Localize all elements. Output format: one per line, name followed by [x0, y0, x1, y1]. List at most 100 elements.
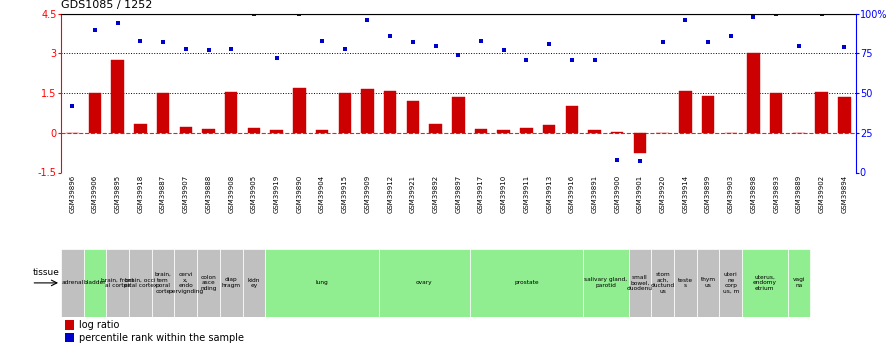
Text: brain, front
al cortex: brain, front al cortex [101, 277, 134, 288]
Text: GSM39909: GSM39909 [365, 175, 370, 213]
Text: GSM39892: GSM39892 [433, 175, 439, 213]
Text: GSM39904: GSM39904 [319, 175, 325, 213]
Text: GDS1085 / 1252: GDS1085 / 1252 [61, 0, 152, 10]
Text: brain, occi
pital cortex: brain, occi pital cortex [124, 277, 157, 288]
Bar [407, 100, 419, 133]
Text: GSM39902: GSM39902 [819, 175, 824, 213]
Point [746, 14, 761, 20]
Bar [475, 129, 487, 133]
Bar [651, 249, 674, 317]
Text: uterus,
endomy
etrium: uterus, endomy etrium [753, 275, 777, 291]
Text: GSM39915: GSM39915 [341, 175, 348, 213]
Bar [719, 249, 742, 317]
Bar [379, 249, 470, 317]
Text: GSM39899: GSM39899 [705, 175, 711, 213]
Point [474, 38, 488, 43]
Bar [61, 249, 83, 317]
Bar [151, 249, 175, 317]
Bar [111, 60, 124, 133]
Text: GSM39896: GSM39896 [69, 175, 75, 213]
Bar [565, 106, 578, 133]
Text: brain,
tem
poral
corte: brain, tem poral corte [155, 272, 171, 294]
Point [178, 46, 193, 51]
Point [428, 43, 443, 48]
Point [292, 11, 306, 17]
Text: vagi
na: vagi na [793, 277, 806, 288]
Text: teste
s: teste s [677, 277, 693, 288]
Point [360, 17, 375, 23]
Text: GSM39919: GSM39919 [273, 175, 280, 213]
Point [542, 41, 556, 47]
Point [564, 57, 579, 62]
Text: GSM39913: GSM39913 [547, 175, 552, 213]
Bar [742, 249, 788, 317]
Text: GSM39889: GSM39889 [796, 175, 802, 213]
Bar [674, 249, 697, 317]
Text: log ratio: log ratio [79, 320, 119, 330]
Bar [429, 124, 442, 133]
Text: GSM39898: GSM39898 [751, 175, 756, 213]
Text: bladder: bladder [83, 280, 107, 285]
Point [769, 11, 783, 17]
Bar [629, 249, 651, 317]
Bar [220, 249, 243, 317]
Bar [815, 92, 828, 133]
Bar [243, 249, 265, 317]
Text: colon
asce
nding: colon asce nding [201, 275, 217, 291]
Text: GSM39906: GSM39906 [92, 175, 98, 213]
Text: kidn
ey: kidn ey [248, 277, 260, 288]
Text: stom
ach,
ductund
us: stom ach, ductund us [650, 272, 675, 294]
Bar [179, 127, 192, 133]
Text: lung: lung [315, 280, 329, 285]
Text: GSM39891: GSM39891 [591, 175, 598, 213]
Text: GSM39895: GSM39895 [115, 175, 121, 213]
Point [246, 11, 261, 17]
Bar [247, 128, 260, 133]
Bar [107, 249, 129, 317]
Point [383, 33, 397, 39]
Point [837, 45, 851, 50]
Point [406, 40, 420, 45]
Text: prostate: prostate [514, 280, 538, 285]
Text: diap
hragm: diap hragm [221, 277, 241, 288]
Bar [293, 88, 306, 133]
Text: GSM39894: GSM39894 [841, 175, 848, 213]
Point [338, 46, 352, 51]
Bar [470, 249, 583, 317]
Bar [589, 130, 601, 133]
Bar [770, 93, 782, 133]
Text: adrenal: adrenal [61, 280, 83, 285]
Point [588, 57, 602, 62]
Bar [83, 249, 107, 317]
Bar [679, 90, 692, 133]
Bar [175, 249, 197, 317]
Point [110, 21, 125, 26]
Text: cervi
x,
endo
pervignding: cervi x, endo pervignding [168, 272, 203, 294]
Bar [452, 97, 464, 133]
Bar [361, 89, 374, 133]
Bar [697, 249, 719, 317]
Bar [838, 97, 850, 133]
Bar [633, 133, 646, 152]
Text: GSM39907: GSM39907 [183, 175, 189, 213]
Text: salivary gland,
parotid: salivary gland, parotid [584, 277, 627, 288]
Point [496, 48, 511, 53]
Bar [134, 124, 147, 133]
Point [314, 38, 329, 43]
Text: GSM39900: GSM39900 [615, 175, 620, 213]
Point [156, 40, 170, 45]
Point [814, 11, 829, 17]
Point [701, 40, 715, 45]
Text: uteri
ne
corp
us, m: uteri ne corp us, m [722, 272, 739, 294]
Text: GSM39897: GSM39897 [455, 175, 461, 213]
Text: GSM39917: GSM39917 [478, 175, 484, 213]
Text: GSM39921: GSM39921 [409, 175, 416, 213]
Text: GSM39914: GSM39914 [683, 175, 688, 213]
Point [65, 103, 80, 109]
Bar [747, 53, 760, 133]
Text: small
bowel,
duodenu: small bowel, duodenu [627, 275, 653, 291]
Bar [543, 126, 556, 133]
Text: GSM39888: GSM39888 [205, 175, 211, 213]
Bar [583, 249, 629, 317]
Text: GSM39893: GSM39893 [773, 175, 780, 213]
